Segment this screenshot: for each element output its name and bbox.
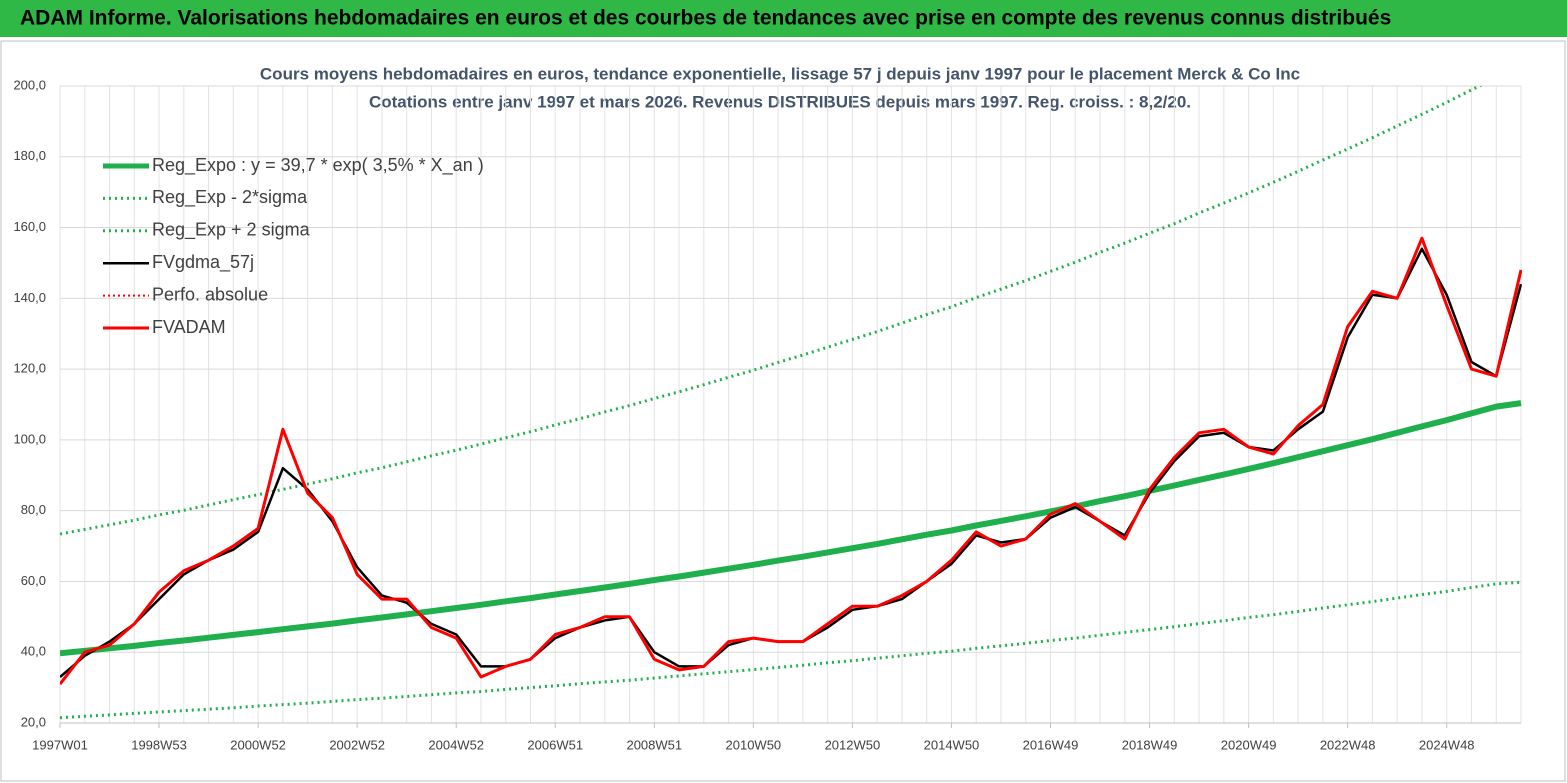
x-tick-label: 2016W49: [1023, 737, 1079, 752]
x-tick-label: 2010W50: [726, 737, 782, 752]
chart-subtitle: Cotations entre janv 1997 et mars 2026. …: [369, 92, 1191, 111]
y-tick-label: 100,0: [13, 431, 46, 446]
legend-label: Reg_Exp - 2*sigma: [152, 187, 308, 208]
x-tick-label: 2002W52: [329, 737, 385, 752]
x-tick-label: 1997W01: [32, 737, 88, 752]
chart-title: Cours moyens hebdomadaires en euros, ten…: [260, 64, 1300, 83]
plot: [60, 86, 1522, 720]
series-line: [60, 236, 1522, 686]
x-tick-label: 2006W51: [527, 737, 583, 752]
series-line: [60, 580, 1522, 720]
x-tick-label: 2022W48: [1320, 737, 1376, 752]
series-line: [60, 86, 1483, 536]
y-tick-label: 160,0: [13, 219, 46, 234]
y-tick-label: 140,0: [13, 290, 46, 305]
y-tick-label: 40,0: [21, 644, 46, 659]
y-tick-label: 180,0: [13, 148, 46, 163]
y-tick-label: 80,0: [21, 502, 46, 517]
y-tick-label: 60,0: [21, 573, 46, 588]
y-tick-label: 20,0: [21, 714, 46, 729]
x-tick-label: 2000W52: [230, 737, 286, 752]
series-line: [60, 247, 1522, 678]
x-tick-label: 1998W53: [131, 737, 187, 752]
chart-frame: [0, 40, 1566, 782]
legend-label: Reg_Expo : y = 39,7 * exp( 3,5% * X_an ): [152, 155, 484, 176]
legend-label: Perfo. absolue: [152, 284, 268, 304]
x-tick-label: 2014W50: [924, 737, 980, 752]
x-tick-label: 2020W49: [1221, 737, 1277, 752]
legend-label: FVADAM: [152, 317, 226, 337]
x-tick-label: 2008W51: [626, 737, 682, 752]
x-tick-label: 2004W52: [428, 737, 484, 752]
header-bar: [0, 0, 1567, 37]
y-tick-label: 120,0: [13, 361, 46, 376]
x-tick-label: 2018W49: [1122, 737, 1178, 752]
series-line: [60, 400, 1522, 657]
x-tick-label: 2024W48: [1419, 737, 1475, 752]
y-tick-label: 200,0: [13, 77, 46, 92]
header-title: ADAM Informe. Valorisations hebdomadaire…: [20, 7, 1391, 30]
legend-label: Reg_Exp + 2 sigma: [152, 220, 311, 241]
legend-label: FVgdma_57j: [152, 252, 254, 273]
x-tick-label: 2012W50: [825, 737, 881, 752]
